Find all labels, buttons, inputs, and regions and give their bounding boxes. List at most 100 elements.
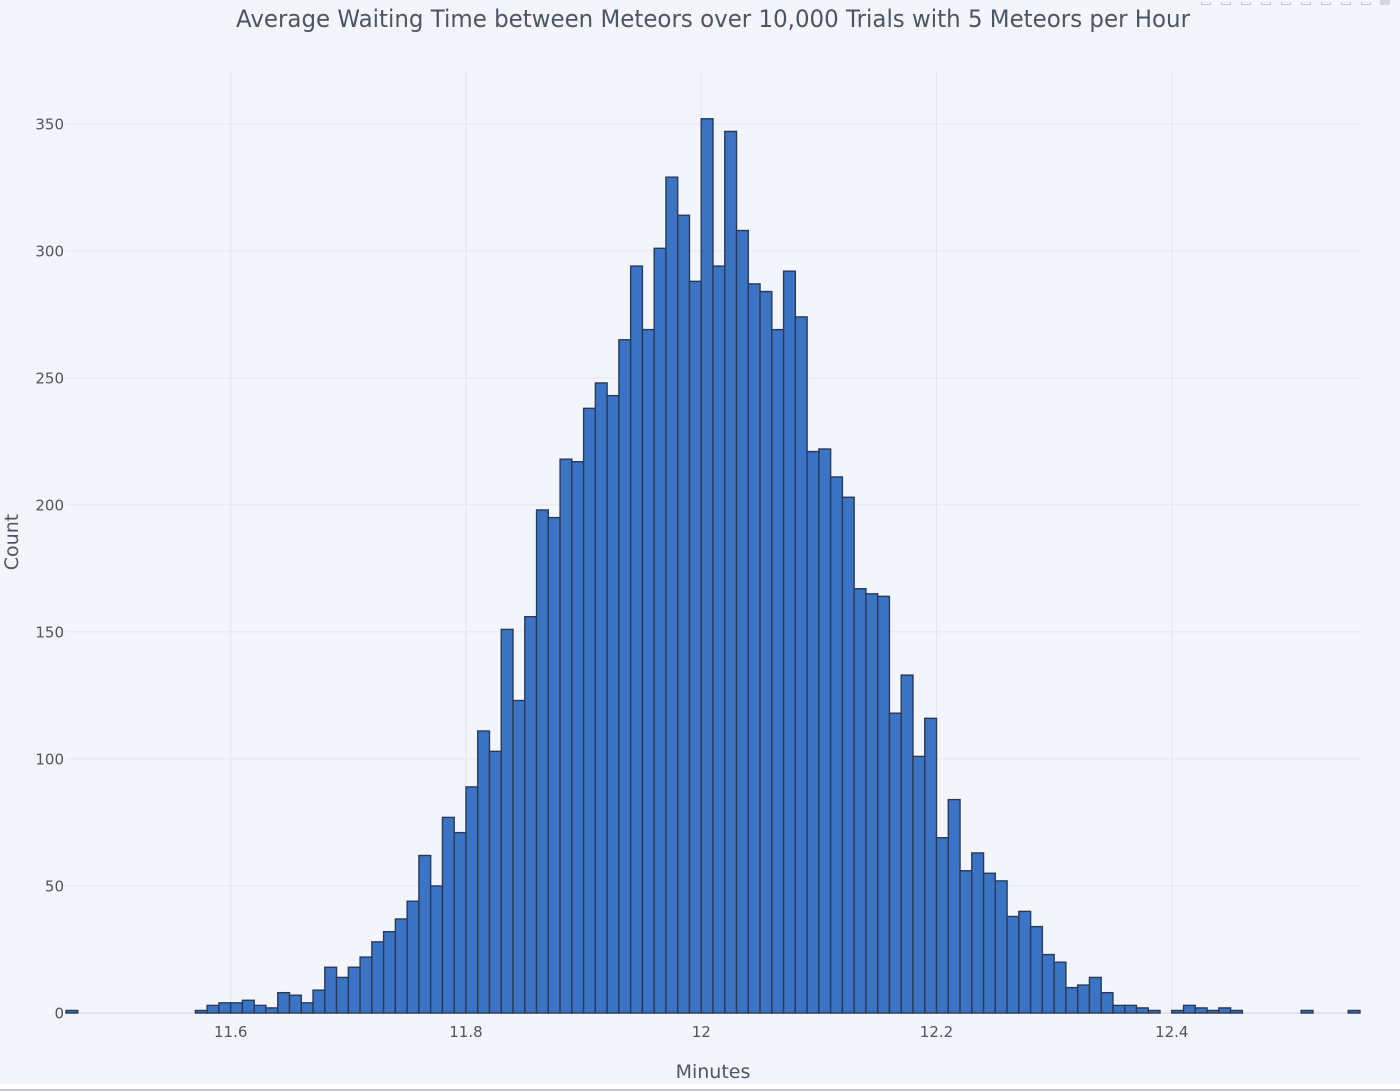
histogram-bar[interactable] (206, 1004, 220, 1014)
zoom-in-button[interactable] (1300, 0, 1312, 5)
histogram-bar[interactable] (324, 966, 338, 1014)
histogram-bar[interactable] (1100, 991, 1114, 1014)
histogram-bar[interactable] (1194, 1007, 1208, 1014)
histogram-bar[interactable] (700, 118, 714, 1014)
histogram-bar[interactable] (465, 786, 479, 1014)
histogram-bar[interactable] (959, 870, 973, 1014)
histogram-bar[interactable] (653, 247, 667, 1014)
histogram-bar[interactable] (865, 593, 879, 1014)
histogram-bar[interactable] (724, 130, 738, 1014)
histogram-bar[interactable] (1076, 984, 1091, 1014)
histogram-bar[interactable] (1124, 1004, 1138, 1014)
histogram-bar[interactable] (1053, 961, 1067, 1014)
histogram-bar[interactable] (1112, 1004, 1126, 1014)
histogram-bar[interactable] (982, 872, 997, 1014)
histogram-bar[interactable] (418, 854, 432, 1014)
box-select-button[interactable] (1260, 0, 1272, 5)
histogram-bar[interactable] (429, 885, 444, 1014)
histogram-bar[interactable] (288, 994, 302, 1014)
download-png-button[interactable] (1200, 0, 1212, 5)
histogram-bar[interactable] (900, 674, 914, 1014)
histogram-bar[interactable] (477, 730, 491, 1014)
histogram-bar[interactable] (535, 509, 550, 1014)
histogram-bar[interactable] (771, 328, 785, 1014)
histogram-bar[interactable] (818, 448, 832, 1014)
histogram-bar[interactable] (547, 516, 561, 1014)
histogram-bar[interactable] (688, 280, 702, 1014)
histogram-bar[interactable] (594, 382, 608, 1014)
reset-axes-button[interactable] (1360, 0, 1372, 5)
histogram-bar[interactable] (759, 290, 773, 1014)
histogram-bar[interactable] (641, 328, 655, 1014)
histogram-bar[interactable] (829, 476, 844, 1014)
histogram-bar[interactable] (994, 880, 1008, 1014)
histogram-bar[interactable] (347, 966, 361, 1014)
histogram-bar[interactable] (912, 755, 926, 1014)
lasso-select-button[interactable] (1280, 0, 1292, 5)
pan-button[interactable] (1240, 0, 1252, 5)
histogram-bar[interactable] (229, 1002, 244, 1014)
histogram-bar[interactable] (1347, 1009, 1361, 1014)
histogram-bar[interactable] (735, 229, 749, 1014)
histogram-bar[interactable] (1135, 1007, 1149, 1014)
histogram-bar[interactable] (265, 1007, 279, 1014)
histogram-bar[interactable] (794, 316, 808, 1014)
histogram-bar[interactable] (629, 265, 644, 1014)
histogram-bar[interactable] (559, 458, 573, 1014)
histogram-bar[interactable] (488, 750, 502, 1014)
histogram-bar[interactable] (677, 214, 691, 1014)
zoom-out-button[interactable] (1320, 0, 1332, 5)
histogram-bar[interactable] (218, 1002, 232, 1014)
histogram-bar[interactable] (1029, 925, 1044, 1014)
histogram-bar[interactable] (253, 1004, 267, 1014)
zoom-button[interactable] (1220, 0, 1232, 5)
histogram-bar[interactable] (618, 339, 632, 1014)
histogram-bar[interactable] (606, 394, 620, 1014)
histogram-bar[interactable] (935, 837, 949, 1014)
histogram-bar[interactable] (359, 956, 373, 1014)
histogram-bar[interactable] (394, 918, 408, 1014)
histogram-bar[interactable] (406, 900, 420, 1014)
histogram-bar[interactable] (1171, 1009, 1185, 1014)
histogram-bar[interactable] (712, 265, 726, 1014)
histogram-bar[interactable] (1300, 1009, 1314, 1014)
histogram-bar[interactable] (500, 628, 514, 1014)
histogram-bar[interactable] (571, 461, 585, 1014)
histogram-bar[interactable] (194, 1009, 208, 1014)
histogram-bar[interactable] (312, 989, 326, 1014)
histogram-bar[interactable] (1065, 986, 1079, 1014)
histogram-bar[interactable] (512, 699, 526, 1014)
histogram-bar[interactable] (806, 450, 820, 1014)
histogram-bar[interactable] (241, 999, 255, 1014)
histogram-bar[interactable] (665, 176, 679, 1014)
histogram-bar[interactable] (1147, 1009, 1161, 1014)
histogram-bar[interactable] (853, 588, 867, 1014)
histogram-bar[interactable] (1088, 976, 1102, 1014)
histogram-bar[interactable] (335, 976, 350, 1014)
histogram-bar[interactable] (65, 1009, 79, 1014)
plotly-logo-icon[interactable] (1380, 0, 1390, 5)
histogram-bar[interactable] (277, 991, 291, 1014)
histogram-bar[interactable] (582, 407, 597, 1014)
histogram-bar[interactable] (524, 615, 538, 1014)
histogram-bar[interactable] (747, 283, 761, 1014)
histogram-bar[interactable] (382, 931, 397, 1014)
histogram-bar[interactable] (453, 831, 467, 1014)
histogram-bar[interactable] (300, 1002, 314, 1014)
histogram-bar[interactable] (1206, 1009, 1220, 1014)
histogram-bar[interactable] (371, 941, 385, 1014)
histogram-bar[interactable] (924, 717, 938, 1014)
histogram-bar[interactable] (841, 496, 855, 1014)
histogram-bar[interactable] (971, 852, 985, 1014)
histogram-bar[interactable] (1006, 915, 1020, 1014)
histogram-bar[interactable] (782, 270, 797, 1014)
histogram-bar[interactable] (441, 816, 455, 1014)
histogram-bar[interactable] (888, 712, 902, 1014)
histogram-bar[interactable] (1218, 1007, 1232, 1014)
histogram-bar[interactable] (1018, 910, 1032, 1014)
histogram-bar[interactable] (1041, 953, 1055, 1014)
histogram-bar[interactable] (1229, 1009, 1244, 1014)
autoscale-button[interactable] (1340, 0, 1352, 5)
histogram-bar[interactable] (1182, 1004, 1197, 1014)
histogram-bar[interactable] (876, 595, 891, 1014)
